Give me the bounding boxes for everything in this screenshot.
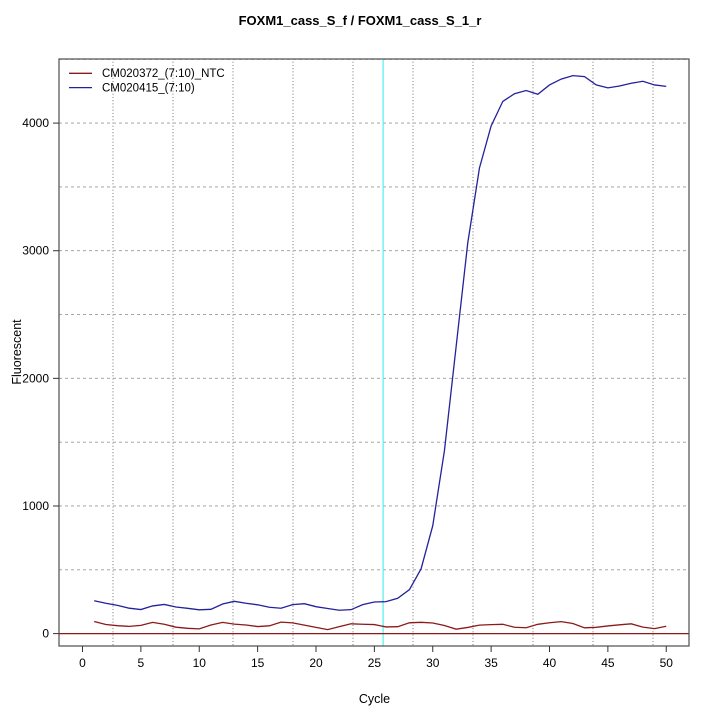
- svg-text:CM020415_(7:10): CM020415_(7:10): [102, 82, 195, 94]
- svg-text:15: 15: [251, 656, 265, 670]
- svg-text:CM020372_(7:10)_NTC: CM020372_(7:10)_NTC: [102, 68, 225, 80]
- svg-text:FOXM1_cass_S_f / FOXM1_cass_S_: FOXM1_cass_S_f / FOXM1_cass_S_1_r: [239, 13, 482, 28]
- svg-text:2000: 2000: [22, 371, 49, 385]
- svg-text:50: 50: [660, 656, 674, 670]
- svg-text:1000: 1000: [22, 499, 49, 513]
- svg-text:Cycle: Cycle: [359, 692, 390, 706]
- svg-text:40: 40: [543, 656, 557, 670]
- svg-text:4000: 4000: [22, 116, 49, 130]
- svg-text:5: 5: [138, 656, 145, 670]
- svg-text:10: 10: [193, 656, 207, 670]
- svg-text:30: 30: [426, 656, 440, 670]
- svg-text:3000: 3000: [22, 244, 49, 258]
- svg-text:25: 25: [368, 656, 382, 670]
- svg-text:0: 0: [79, 656, 86, 670]
- svg-text:35: 35: [484, 656, 498, 670]
- svg-text:Fluorescent: Fluorescent: [10, 319, 24, 385]
- svg-text:0: 0: [42, 627, 49, 641]
- svg-text:45: 45: [601, 656, 615, 670]
- svg-text:20: 20: [309, 656, 323, 670]
